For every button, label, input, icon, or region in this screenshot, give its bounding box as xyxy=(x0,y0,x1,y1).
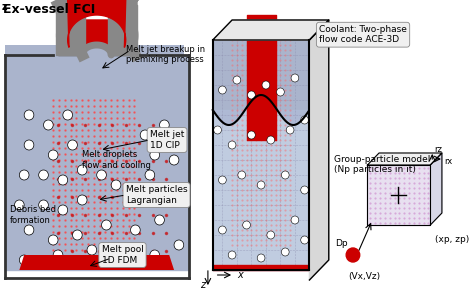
Circle shape xyxy=(39,200,48,210)
Circle shape xyxy=(267,136,274,144)
Text: Debris bed
formation: Debris bed formation xyxy=(9,205,55,225)
Circle shape xyxy=(214,126,221,134)
Circle shape xyxy=(77,195,87,205)
Text: rz: rz xyxy=(434,145,442,154)
Circle shape xyxy=(282,171,289,179)
Circle shape xyxy=(19,170,29,180)
Circle shape xyxy=(130,225,140,235)
Text: z: z xyxy=(201,280,206,290)
Text: Melt pool
1D FDM: Melt pool 1D FDM xyxy=(101,245,144,265)
Polygon shape xyxy=(82,20,111,55)
Circle shape xyxy=(233,76,241,84)
Text: Melt particles
Lagrangian: Melt particles Lagrangian xyxy=(126,185,187,205)
Polygon shape xyxy=(367,165,430,225)
Circle shape xyxy=(301,116,309,124)
Text: Melt jet
1D CIP: Melt jet 1D CIP xyxy=(150,130,184,150)
Circle shape xyxy=(169,155,179,165)
Circle shape xyxy=(24,110,34,120)
Text: Melt droplets
flow and cooling: Melt droplets flow and cooling xyxy=(82,150,151,170)
Circle shape xyxy=(243,221,250,229)
Circle shape xyxy=(24,225,34,235)
Circle shape xyxy=(39,170,48,180)
Circle shape xyxy=(219,226,226,234)
Circle shape xyxy=(150,150,160,160)
Circle shape xyxy=(228,251,236,259)
Circle shape xyxy=(155,215,164,225)
Text: Melt jet breakup in
premixing process: Melt jet breakup in premixing process xyxy=(126,45,205,64)
Circle shape xyxy=(19,255,29,265)
Circle shape xyxy=(219,176,226,184)
Circle shape xyxy=(164,140,174,150)
Circle shape xyxy=(53,250,63,260)
Circle shape xyxy=(145,170,155,180)
Circle shape xyxy=(282,248,289,256)
Circle shape xyxy=(15,200,24,210)
Circle shape xyxy=(77,165,87,175)
Polygon shape xyxy=(111,5,136,55)
Text: Ex-vessel FCI: Ex-vessel FCI xyxy=(3,3,95,16)
Text: (xp, zp): (xp, zp) xyxy=(435,236,469,244)
Circle shape xyxy=(121,245,130,255)
Circle shape xyxy=(291,74,299,82)
Circle shape xyxy=(150,250,160,260)
Circle shape xyxy=(291,216,299,224)
Polygon shape xyxy=(430,153,442,225)
Circle shape xyxy=(48,150,58,160)
Circle shape xyxy=(219,86,226,94)
Text: x: x xyxy=(237,270,243,280)
Circle shape xyxy=(58,175,68,185)
Circle shape xyxy=(286,126,294,134)
Circle shape xyxy=(267,231,274,239)
Circle shape xyxy=(58,205,68,215)
Circle shape xyxy=(140,130,150,140)
Circle shape xyxy=(126,190,136,200)
Circle shape xyxy=(111,180,121,190)
Polygon shape xyxy=(367,153,442,165)
Circle shape xyxy=(87,245,97,255)
Circle shape xyxy=(247,131,255,139)
Circle shape xyxy=(68,140,77,150)
Circle shape xyxy=(301,186,309,194)
Circle shape xyxy=(346,248,360,262)
Circle shape xyxy=(257,181,265,189)
Polygon shape xyxy=(19,255,174,270)
Circle shape xyxy=(257,254,265,262)
Polygon shape xyxy=(58,5,82,55)
Circle shape xyxy=(160,120,169,130)
Circle shape xyxy=(63,110,73,120)
Text: Coolant: Two-phase
flow code ACE-3D: Coolant: Two-phase flow code ACE-3D xyxy=(319,25,407,44)
Circle shape xyxy=(24,140,34,150)
Circle shape xyxy=(247,91,255,99)
Circle shape xyxy=(301,236,309,244)
Circle shape xyxy=(101,220,111,230)
Polygon shape xyxy=(213,20,329,40)
Circle shape xyxy=(44,120,53,130)
Circle shape xyxy=(228,141,236,149)
Polygon shape xyxy=(310,20,329,280)
Text: Group-particle model
(Np particles in it): Group-particle model (Np particles in it… xyxy=(334,155,430,174)
FancyBboxPatch shape xyxy=(5,45,184,260)
Circle shape xyxy=(48,235,58,245)
Text: Dp: Dp xyxy=(336,238,348,247)
Polygon shape xyxy=(68,0,126,48)
Circle shape xyxy=(73,230,82,240)
Circle shape xyxy=(276,88,284,96)
Text: rx: rx xyxy=(444,157,452,165)
Circle shape xyxy=(174,240,184,250)
Text: z: z xyxy=(2,2,8,12)
Circle shape xyxy=(238,171,246,179)
Circle shape xyxy=(97,170,106,180)
Circle shape xyxy=(262,81,270,89)
Polygon shape xyxy=(85,15,108,230)
Text: (Vx,Vz): (Vx,Vz) xyxy=(348,273,380,282)
